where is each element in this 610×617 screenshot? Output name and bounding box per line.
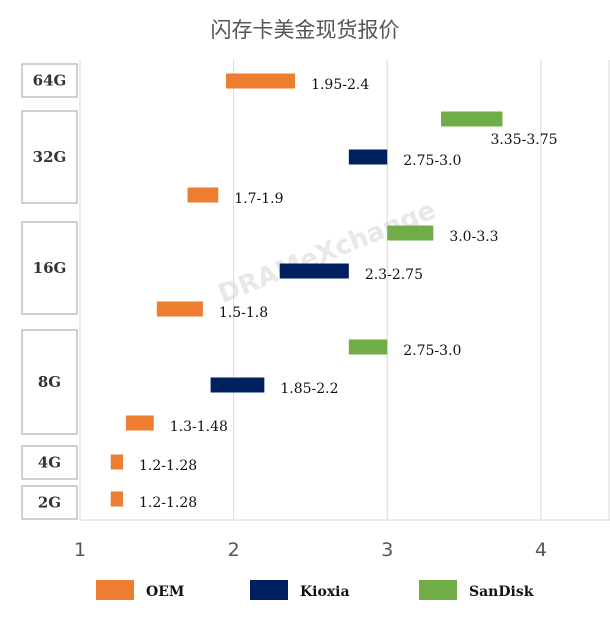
legend-swatch-kioxia [250, 580, 288, 600]
legend-label-oem: OEM [146, 584, 184, 600]
category-label-16g: 16G [33, 259, 67, 277]
bar-16g-sandisk [387, 225, 434, 241]
x-axis-ticks: 1 2 3 4 [74, 539, 547, 561]
category-box-8g [21, 329, 78, 435]
data-label-8g-oem: 1.3-1.48 [170, 419, 228, 435]
bar-64g-oem [225, 73, 296, 89]
category-label-4g: 4G [38, 454, 61, 472]
x-tick-label-2: 2 [228, 539, 240, 561]
bar-8g-kioxia [210, 377, 265, 393]
legend-swatch-oem [96, 580, 134, 600]
category-labels: 64G 32G 16G 8G 4G 2G [21, 63, 78, 520]
range-bars [110, 73, 503, 507]
data-label-32g-kioxia: 2.75-3.0 [403, 153, 461, 169]
x-tick-label-3: 3 [381, 539, 393, 561]
data-label-64g-oem: 1.95-2.4 [311, 77, 369, 93]
legend-label-sandisk: SanDisk [469, 584, 534, 600]
category-box-16g [21, 221, 78, 315]
bar-16g-oem [156, 301, 203, 317]
bar-4g-oem [110, 454, 124, 470]
category-label-32g: 32G [33, 148, 67, 166]
category-box-4g [21, 445, 78, 480]
data-label-16g-sandisk: 3.0-3.3 [449, 229, 498, 245]
data-label-32g-sandisk: 3.35-3.75 [490, 132, 557, 148]
bar-32g-sandisk [441, 111, 503, 127]
legend-label-kioxia: Kioxia [300, 584, 350, 600]
x-tick-label-4: 4 [535, 539, 547, 561]
category-box-64g [21, 63, 78, 98]
bar-16g-kioxia [279, 263, 349, 279]
category-label-64g: 64G [33, 72, 67, 90]
legend: OEM Kioxia SanDisk [96, 580, 534, 600]
data-label-16g-oem: 1.5-1.8 [219, 305, 268, 321]
category-label-2g: 2G [38, 494, 61, 512]
data-label-32g-oem: 1.7-1.9 [234, 191, 283, 207]
x-tick-label-1: 1 [74, 539, 86, 561]
data-label-8g-sandisk: 2.75-3.0 [403, 343, 461, 359]
bar-32g-oem [187, 187, 219, 203]
legend-swatch-sandisk [419, 580, 457, 600]
data-label-4g-oem: 1.2-1.28 [139, 458, 197, 474]
watermark: DRAMeXchange [214, 195, 440, 310]
data-label-16g-kioxia: 2.3-2.75 [365, 267, 423, 283]
data-label-2g-oem: 1.2-1.28 [139, 495, 197, 511]
category-box-2g [21, 485, 78, 520]
watermark-text: DRAMeXchange [214, 195, 440, 310]
data-labels: 1.95-2.4 3.35-3.75 2.75-3.0 1.7-1.9 3.0-3.3 2… [139, 77, 558, 511]
gridlines [79, 60, 610, 521]
bar-32g-kioxia [348, 149, 388, 165]
bar-8g-sandisk [348, 339, 388, 355]
bar-2g-oem [110, 491, 124, 507]
data-label-8g-kioxia: 1.85-2.2 [280, 381, 338, 397]
category-box-32g [21, 110, 78, 204]
bar-8g-oem [126, 415, 154, 431]
category-label-8g: 8G [38, 373, 61, 391]
chart-title: 闪存卡美金现货报价 [211, 18, 400, 42]
